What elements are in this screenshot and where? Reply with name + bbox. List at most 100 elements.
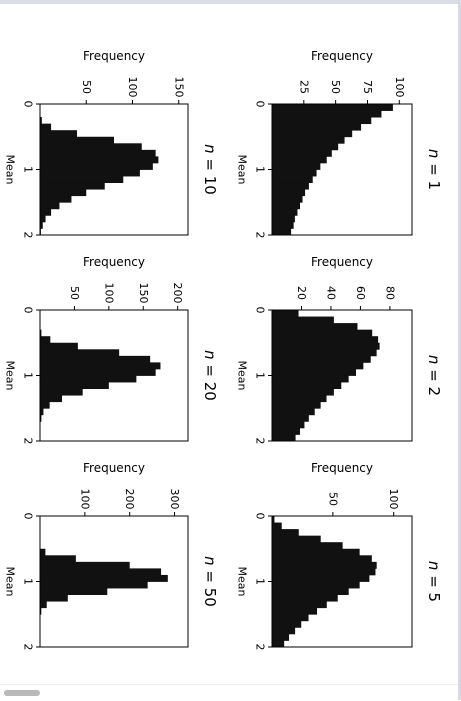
histogram-bar bbox=[272, 522, 282, 530]
panel-title: n = 50 bbox=[201, 556, 219, 607]
panel-title-equals: = bbox=[425, 570, 443, 592]
x-tick-label: 2 bbox=[22, 438, 35, 445]
histogram-bar bbox=[272, 601, 327, 609]
histogram-bar bbox=[272, 149, 332, 157]
histogram-bar bbox=[272, 355, 371, 363]
histogram-bar bbox=[272, 316, 334, 324]
histogram-panel: 0 1 2 50 100 150 Frequency Mean n = 10 bbox=[4, 49, 220, 239]
panel-title-equals: = bbox=[201, 566, 219, 588]
histogram-bar bbox=[272, 581, 360, 589]
scrollbar-thumb[interactable] bbox=[4, 690, 40, 696]
histogram-bar bbox=[272, 169, 317, 177]
y-tick-label: 20 bbox=[295, 286, 308, 300]
viewer-top-border bbox=[0, 0, 461, 4]
x-tick-label: 0 bbox=[254, 101, 267, 108]
y-tick-label: 150 bbox=[172, 77, 185, 98]
histogram-bar bbox=[272, 516, 275, 523]
x-tick-label: 2 bbox=[254, 644, 267, 651]
histogram-bar bbox=[40, 561, 130, 569]
histogram-bar bbox=[272, 143, 339, 151]
histogram-bar bbox=[272, 568, 376, 576]
histogram-bar bbox=[40, 202, 60, 210]
histogram-bar bbox=[40, 368, 156, 376]
histogram-bar bbox=[40, 581, 148, 589]
histogram-bar bbox=[40, 176, 124, 183]
histogram-bar bbox=[40, 574, 168, 582]
histogram-bar bbox=[40, 221, 43, 229]
histogram-bar bbox=[40, 143, 142, 151]
histogram-bar bbox=[272, 162, 321, 170]
histogram-bar bbox=[272, 182, 309, 190]
y-tick-label: 300 bbox=[168, 489, 181, 510]
x-tick-label: 1 bbox=[254, 166, 267, 173]
panel-title-equals: = bbox=[201, 154, 219, 176]
histogram-bar bbox=[272, 401, 321, 409]
panel-title-equals: = bbox=[201, 360, 219, 382]
histogram-bar bbox=[272, 427, 300, 435]
histogram-bar bbox=[272, 395, 327, 403]
histogram-bar bbox=[40, 414, 42, 422]
histogram-panel: 0 1 2 20 40 60 80 Frequency Mean n = 2 bbox=[236, 255, 444, 445]
histogram-bar bbox=[272, 323, 358, 331]
histogram-bar bbox=[272, 310, 299, 317]
panel-title-equals: = bbox=[425, 364, 443, 386]
histogram-bar bbox=[272, 588, 349, 595]
histogram-bar bbox=[40, 408, 44, 416]
histogram-bar bbox=[272, 535, 321, 543]
histogram-bar bbox=[40, 601, 47, 609]
histogram-bar bbox=[40, 336, 51, 344]
panel-title-variable: n bbox=[425, 355, 443, 365]
horizontal-scrollbar[interactable] bbox=[0, 684, 458, 701]
histogram-bar bbox=[272, 195, 303, 203]
x-tick-label: 0 bbox=[22, 101, 35, 108]
histogram-bar bbox=[272, 362, 364, 370]
panel-title-variable: n bbox=[425, 149, 443, 159]
histogram-bar bbox=[272, 117, 372, 125]
y-tick-label: 100 bbox=[387, 489, 400, 510]
x-axis-label: Mean bbox=[236, 361, 249, 391]
histogram-bar bbox=[272, 110, 382, 118]
histogram-bar bbox=[272, 130, 353, 138]
histogram-bar bbox=[40, 362, 161, 370]
y-tick-label: 100 bbox=[78, 489, 91, 510]
histogram-bar bbox=[272, 104, 393, 111]
x-tick-label: 0 bbox=[254, 513, 267, 520]
panel-title-variable: n bbox=[201, 350, 219, 360]
histogram-bar bbox=[272, 561, 377, 569]
x-tick-label: 2 bbox=[254, 232, 267, 239]
histogram-bar bbox=[40, 182, 105, 190]
histogram-bar bbox=[272, 620, 302, 628]
histogram-bar bbox=[40, 395, 63, 403]
y-axis-label: Frequency bbox=[83, 255, 145, 269]
histogram-bar bbox=[272, 542, 343, 550]
histogram-panel: 0 1 2 25 50 75 100 Frequency Mean n = 1 bbox=[236, 49, 444, 239]
x-tick-label: 0 bbox=[22, 513, 35, 520]
y-tick-label: 150 bbox=[137, 283, 150, 304]
panel-title-equals: = bbox=[425, 158, 443, 180]
histogram-bar bbox=[40, 594, 68, 602]
histogram-bar bbox=[272, 228, 292, 236]
histogram-bar bbox=[40, 355, 151, 363]
x-tick-label: 1 bbox=[22, 372, 35, 379]
histogram-bar bbox=[272, 176, 313, 183]
histogram-bar bbox=[272, 368, 356, 376]
y-tick-label: 200 bbox=[171, 283, 184, 304]
histogram-bar bbox=[272, 594, 338, 602]
histogram-bar bbox=[40, 189, 87, 197]
histogram-bar bbox=[272, 640, 285, 648]
panel-title-value: 5 bbox=[425, 593, 443, 603]
y-axis-label: Frequency bbox=[311, 49, 373, 63]
histogram-bar bbox=[272, 388, 334, 396]
histogram-bar bbox=[40, 548, 46, 556]
y-axis-label: Frequency bbox=[83, 49, 145, 63]
x-axis-label: Mean bbox=[236, 155, 249, 185]
x-tick-label: 2 bbox=[22, 644, 35, 651]
histogram-bar bbox=[40, 342, 78, 350]
panel-title-value: 2 bbox=[425, 387, 443, 397]
x-tick-label: 2 bbox=[22, 232, 35, 239]
histogram-bar bbox=[40, 136, 114, 144]
histogram-bar bbox=[272, 123, 362, 131]
histogram-bar bbox=[272, 548, 360, 556]
y-tick-label: 200 bbox=[123, 489, 136, 510]
panel-title-value: 10 bbox=[201, 176, 219, 195]
